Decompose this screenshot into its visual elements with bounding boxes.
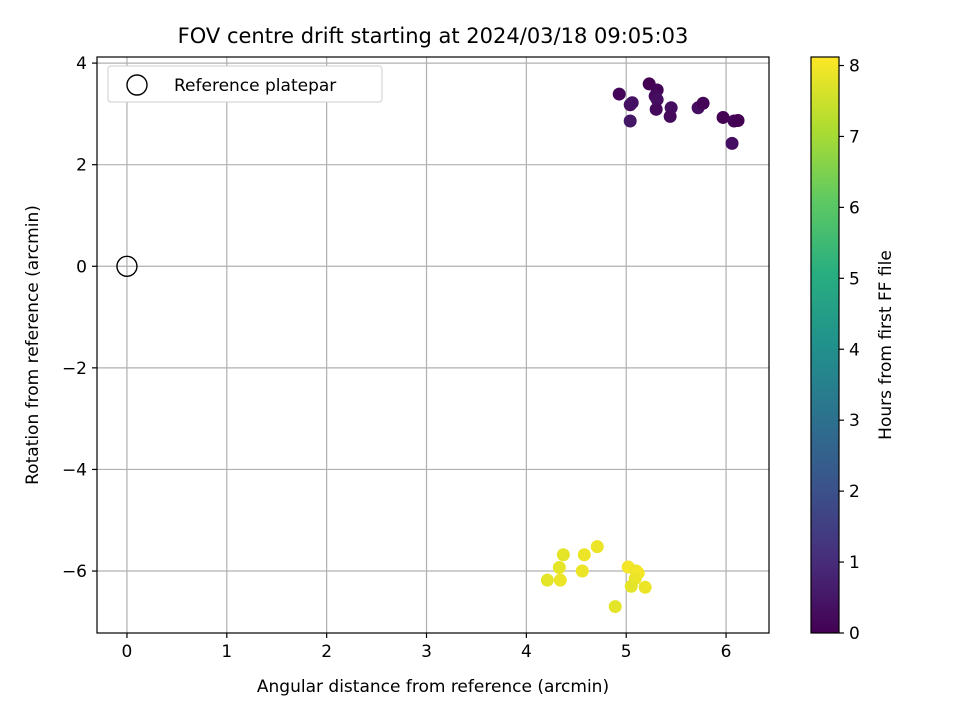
x-tick-label: 1	[221, 642, 232, 662]
colorbar-tick-label: 7	[849, 127, 860, 147]
x-axis-ticks: 0 1 2 3 4 5 6	[122, 633, 732, 662]
y-tick-label: 4	[76, 54, 87, 74]
x-tick-label: 2	[321, 642, 332, 662]
data-point	[663, 109, 677, 123]
colorbar-tick-label: 6	[849, 198, 860, 218]
reference-platepar-marker	[116, 255, 138, 277]
data-points	[540, 77, 745, 614]
data-point	[650, 93, 664, 107]
colorbar-tick-label: 0	[849, 624, 860, 644]
legend-label: Reference platepar	[174, 76, 336, 96]
colorbar-tick-label: 4	[849, 340, 860, 360]
colorbar-gradient	[810, 56, 840, 634]
y-tick-label: −4	[62, 460, 87, 480]
x-axis-label: Angular distance from reference (arcmin)	[257, 677, 609, 697]
colorbar-tick-label: 1	[849, 553, 860, 573]
x-tick-label: 3	[421, 642, 432, 662]
chart-title: FOV centre drift starting at 2024/03/18 …	[178, 24, 689, 48]
data-point	[552, 560, 566, 574]
data-point	[731, 113, 745, 127]
reference-marker-layer	[116, 255, 138, 277]
y-tick-label: 0	[76, 257, 87, 277]
data-point	[625, 96, 639, 110]
colorbar-tick-label: 2	[849, 482, 860, 502]
data-point	[612, 87, 626, 101]
legend-marker-icon	[126, 74, 148, 96]
data-point	[540, 573, 554, 587]
x-tick-label: 5	[621, 642, 632, 662]
data-point	[577, 548, 591, 562]
colorbar-tick-label: 8	[849, 57, 860, 77]
plot-frame	[96, 56, 770, 634]
data-point	[623, 114, 637, 128]
data-point	[590, 540, 604, 554]
y-tick-label: 2	[76, 156, 87, 176]
data-point	[608, 600, 622, 614]
colorbar: 0 1 2 3 4 5 6 7 8 Hours from first FF file	[810, 56, 896, 644]
colorbar-label: Hours from first FF file	[876, 250, 896, 440]
data-point	[638, 580, 652, 594]
x-tick-label: 0	[122, 642, 133, 662]
y-tick-label: −2	[62, 359, 87, 379]
legend: Reference platepar	[107, 65, 383, 103]
data-point	[553, 573, 567, 587]
colorbar-tick-label: 3	[849, 411, 860, 431]
data-point	[575, 564, 589, 578]
data-point	[696, 96, 710, 110]
colorbar-ticks: 0 1 2 3 4 5 6 7 8	[839, 57, 860, 644]
data-point	[624, 579, 638, 593]
x-tick-label: 6	[721, 642, 732, 662]
legend-box	[107, 65, 383, 103]
data-point	[725, 136, 739, 150]
data-point	[556, 548, 570, 562]
data-point	[716, 110, 730, 124]
grid	[97, 57, 769, 633]
data-point	[649, 102, 663, 116]
y-axis-label: Rotation from reference (arcmin)	[23, 205, 43, 485]
y-tick-label: −6	[62, 562, 87, 582]
colorbar-tick-label: 5	[849, 269, 860, 289]
y-axis-ticks: −6 −4 −2 0 2 4	[62, 54, 97, 582]
x-tick-label: 4	[521, 642, 532, 662]
